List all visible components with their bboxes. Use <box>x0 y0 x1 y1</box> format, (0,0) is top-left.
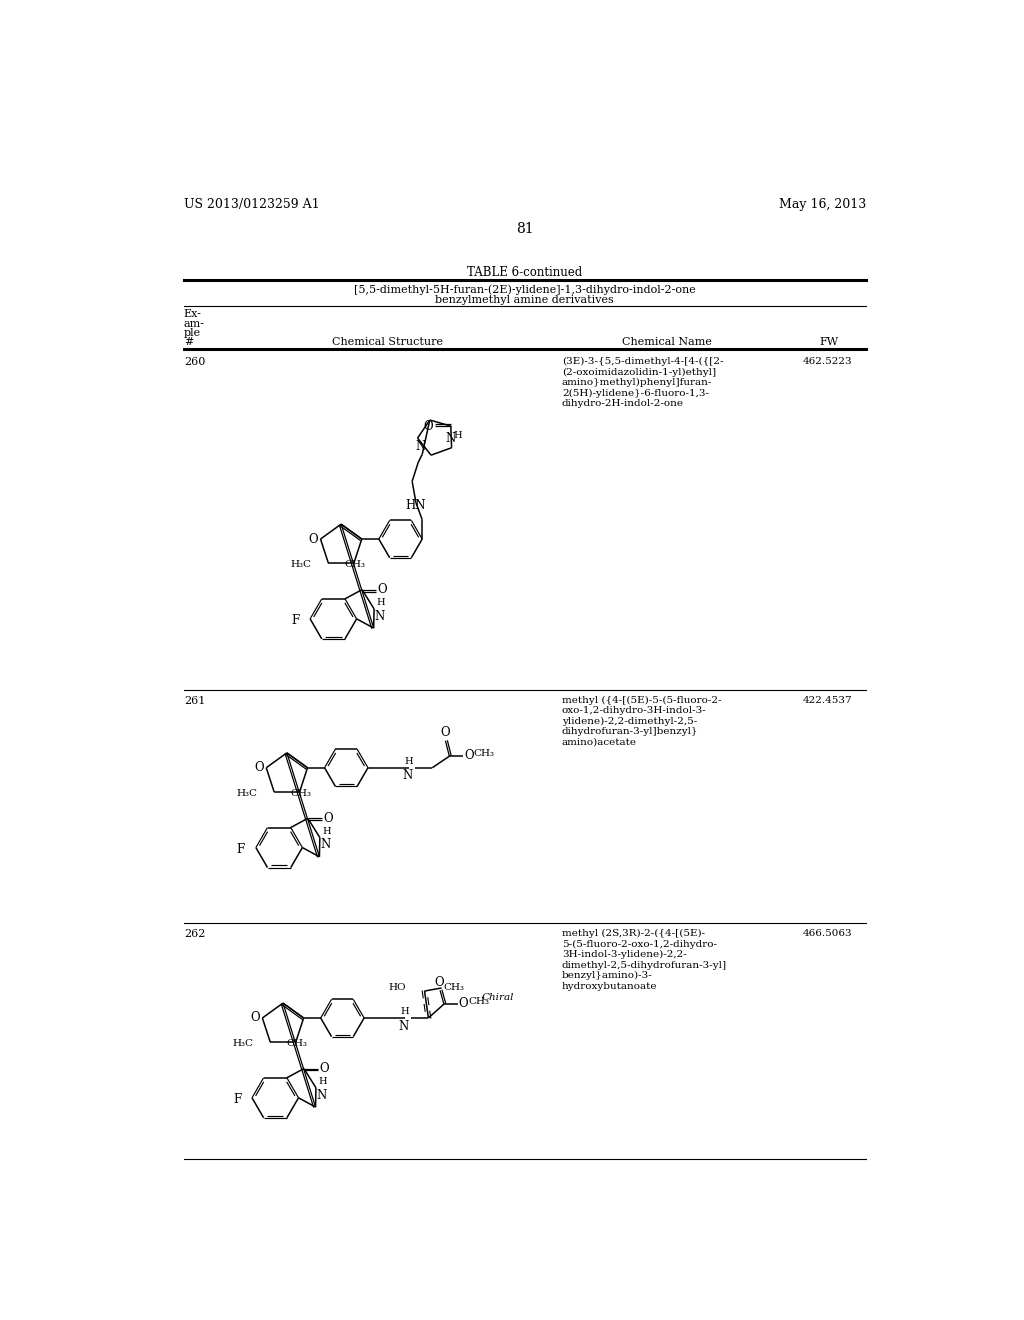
Text: F: F <box>237 842 245 855</box>
Text: N: N <box>398 1019 409 1032</box>
Text: O: O <box>423 420 433 433</box>
Text: 422.4537: 422.4537 <box>802 696 852 705</box>
Text: O: O <box>251 1011 260 1024</box>
Text: methyl ({4-[(5E)-5-(5-fluoro-2-
oxo-1,2-dihydro-3H-indol-3-
ylidene)-2,2-dimethy: methyl ({4-[(5E)-5-(5-fluoro-2- oxo-1,2-… <box>562 696 722 747</box>
Text: N: N <box>321 838 331 851</box>
Text: CH₃: CH₃ <box>473 748 495 758</box>
Text: benzylmethyl amine derivatives: benzylmethyl amine derivatives <box>435 296 614 305</box>
Text: H: H <box>377 598 385 607</box>
Text: 262: 262 <box>183 929 205 939</box>
Text: Ex-: Ex- <box>183 309 202 319</box>
Text: N: N <box>444 432 455 445</box>
Text: Chemical Structure: Chemical Structure <box>332 337 443 347</box>
Text: O: O <box>459 997 468 1010</box>
Text: F: F <box>291 614 299 627</box>
Text: (3E)-3-{5,5-dimethyl-4-[4-({[2-
(2-oxoimidazolidin-1-yl)ethyl]
amino}methyl)phen: (3E)-3-{5,5-dimethyl-4-[4-({[2- (2-oxoim… <box>562 358 724 408</box>
Text: O: O <box>378 583 387 597</box>
Text: 261: 261 <box>183 696 205 706</box>
Text: 462.5223: 462.5223 <box>802 358 852 366</box>
Text: Chemical Name: Chemical Name <box>622 337 712 347</box>
Text: O: O <box>319 1063 329 1074</box>
Text: CH₃: CH₃ <box>443 983 464 993</box>
Text: May 16, 2013: May 16, 2013 <box>778 198 866 211</box>
Text: O: O <box>464 748 474 762</box>
Text: H: H <box>400 1007 409 1016</box>
Text: US 2013/0123259 A1: US 2013/0123259 A1 <box>183 198 319 211</box>
Text: [5,5-dimethyl-5H-furan-(2E)-ylidene]-1,3-dihydro-indol-2-one: [5,5-dimethyl-5H-furan-(2E)-ylidene]-1,3… <box>354 285 695 296</box>
Text: O: O <box>324 812 333 825</box>
Text: FW: FW <box>820 337 839 347</box>
Text: N: N <box>402 770 413 783</box>
Text: CH₃: CH₃ <box>344 560 366 569</box>
Text: H₃C: H₃C <box>237 789 257 797</box>
Text: Chiral: Chiral <box>481 993 514 1002</box>
Text: 466.5063: 466.5063 <box>802 929 852 939</box>
Text: O: O <box>440 726 450 739</box>
Text: CH₃: CH₃ <box>290 789 311 797</box>
Text: CH₃: CH₃ <box>286 1039 307 1048</box>
Text: HO: HO <box>388 983 406 993</box>
Text: F: F <box>232 1093 241 1106</box>
Text: HN: HN <box>406 499 426 512</box>
Text: H: H <box>454 432 462 440</box>
Text: N: N <box>316 1089 327 1102</box>
Text: #: # <box>183 337 194 347</box>
Text: H₃C: H₃C <box>291 560 311 569</box>
Text: CH₃: CH₃ <box>468 997 488 1006</box>
Text: TABLE 6-continued: TABLE 6-continued <box>467 267 583 280</box>
Text: 260: 260 <box>183 358 205 367</box>
Text: 81: 81 <box>516 222 534 235</box>
Text: H: H <box>323 828 331 836</box>
Text: ple: ple <box>183 327 201 338</box>
Text: H: H <box>318 1077 327 1086</box>
Text: O: O <box>308 532 318 545</box>
Text: am-: am- <box>183 318 205 329</box>
Text: N: N <box>416 440 426 453</box>
Text: methyl (2S,3R)-2-({4-[(5E)-
5-(5-fluoro-2-oxo-1,2-dihydro-
3H-indol-3-ylidene)-2: methyl (2S,3R)-2-({4-[(5E)- 5-(5-fluoro-… <box>562 929 727 991</box>
Text: H₃C: H₃C <box>232 1039 254 1048</box>
Text: N: N <box>375 610 385 623</box>
Text: H: H <box>403 758 413 766</box>
Text: O: O <box>254 762 264 775</box>
Text: O: O <box>434 975 444 989</box>
